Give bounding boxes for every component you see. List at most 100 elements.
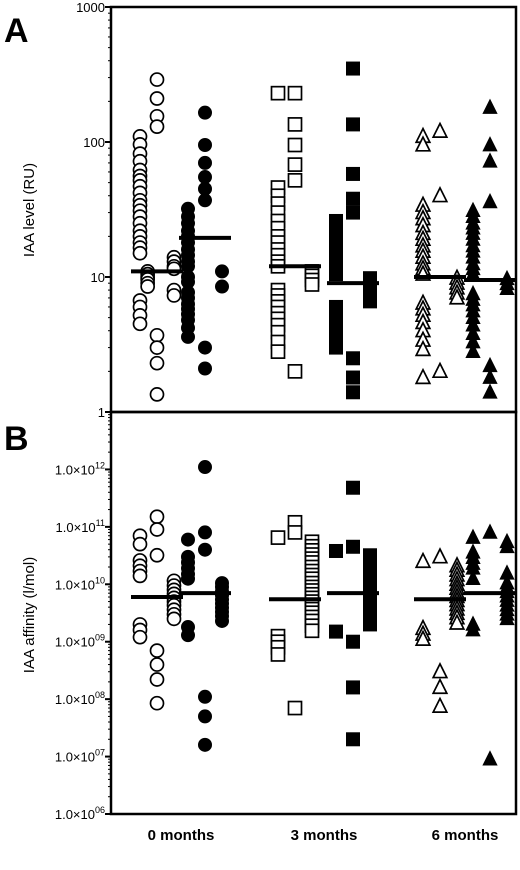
y-tick-label: 1.0×1010 [55,575,105,592]
data-point [198,155,212,170]
series-open-circle-0-months [131,72,183,402]
data-point [431,677,449,695]
data-point [198,542,212,557]
data-point [215,613,229,628]
data-point [198,525,212,540]
data-point [132,536,148,552]
data-point [329,543,343,558]
data-point [346,539,360,554]
y-axis-title: IAA level (RU) [21,163,38,257]
data-point [414,629,432,647]
data-point [287,117,303,132]
data-point [198,361,212,376]
data-point [346,385,360,400]
series-open-circle-0-months [131,509,183,711]
data-point [431,121,449,138]
data-point [448,288,466,305]
data-point [431,185,449,203]
series-filled-circle-0-months [179,105,231,376]
data-point [499,609,515,626]
data-point [181,571,195,586]
series-filled-triangle-6-months [464,98,516,399]
data-point [149,547,165,563]
data-point [304,623,320,639]
data-point [329,624,343,639]
data-point [198,340,212,355]
data-point [482,383,498,399]
data-point [140,279,155,294]
y-tick-label: 1.0×1009 [55,633,105,650]
x-group-label: 0 months [148,827,215,844]
data-point [270,85,286,101]
panel-letter: A [4,12,29,50]
data-point [482,523,498,539]
y-tick-label: 1000 [76,0,105,15]
data-point [465,342,481,358]
y-axis-title: IAA affinity (l/mol) [21,557,38,673]
data-point [465,528,481,544]
data-point [346,191,360,206]
x-group-label: 6 months [432,827,499,844]
panel-a-iaa-level: A IAA level (RU) 1 10 100 1000 [4,0,518,420]
data-point [149,509,165,525]
plot-frame [109,410,518,816]
data-point [329,267,343,282]
data-point [287,525,303,540]
data-point [198,170,212,185]
data-point [304,277,320,292]
data-point [270,647,286,662]
y-tick-label: 1.0×1012 [55,460,105,477]
data-point [149,91,165,106]
data-point [198,460,212,475]
data-point [414,551,432,569]
data-point [287,85,303,101]
data-point [346,117,360,132]
data-point [215,279,229,294]
series-filled-square-3-months [327,61,379,400]
data-point [149,695,165,711]
data-point [149,72,165,87]
series-open-triangle-6-months [414,121,466,385]
y-tick-label: 1.0×1007 [55,748,105,765]
data-point [198,709,212,724]
data-point [149,657,165,672]
data-point [346,480,360,495]
data-point [448,613,466,630]
data-point [132,629,148,645]
data-point [132,245,148,261]
series-filled-square-3-months [327,480,379,747]
data-point [132,316,148,332]
data-point [181,329,195,344]
y-tick-label: 10 [91,270,105,285]
data-point [198,105,212,120]
data-point [363,617,377,632]
data-point [465,569,481,586]
panel-letter: B [4,420,29,458]
data-point [287,137,303,153]
data-point [465,621,481,637]
data-point [166,288,182,303]
data-point [346,166,360,181]
data-point [270,344,286,359]
data-point [414,135,432,152]
data-point [346,370,360,385]
data-point [414,367,432,385]
data-point [149,355,165,371]
series-open-triangle-6-months [414,547,466,713]
y-tick-label: 1.0×1008 [55,690,105,707]
data-point [287,157,303,172]
data-point [346,351,360,366]
series-filled-circle-0-months [179,460,231,752]
data-point [270,530,286,545]
data-point [482,136,498,152]
group-labels: 0 months 3 months 6 months [148,827,499,844]
data-point [198,689,212,704]
data-point [329,340,343,355]
series-filled-triangle-6-months [464,523,516,766]
data-point [482,192,498,209]
data-point [499,279,515,295]
data-point [482,152,498,168]
y-tick-label: 1 [98,405,105,420]
data-point [149,119,165,134]
